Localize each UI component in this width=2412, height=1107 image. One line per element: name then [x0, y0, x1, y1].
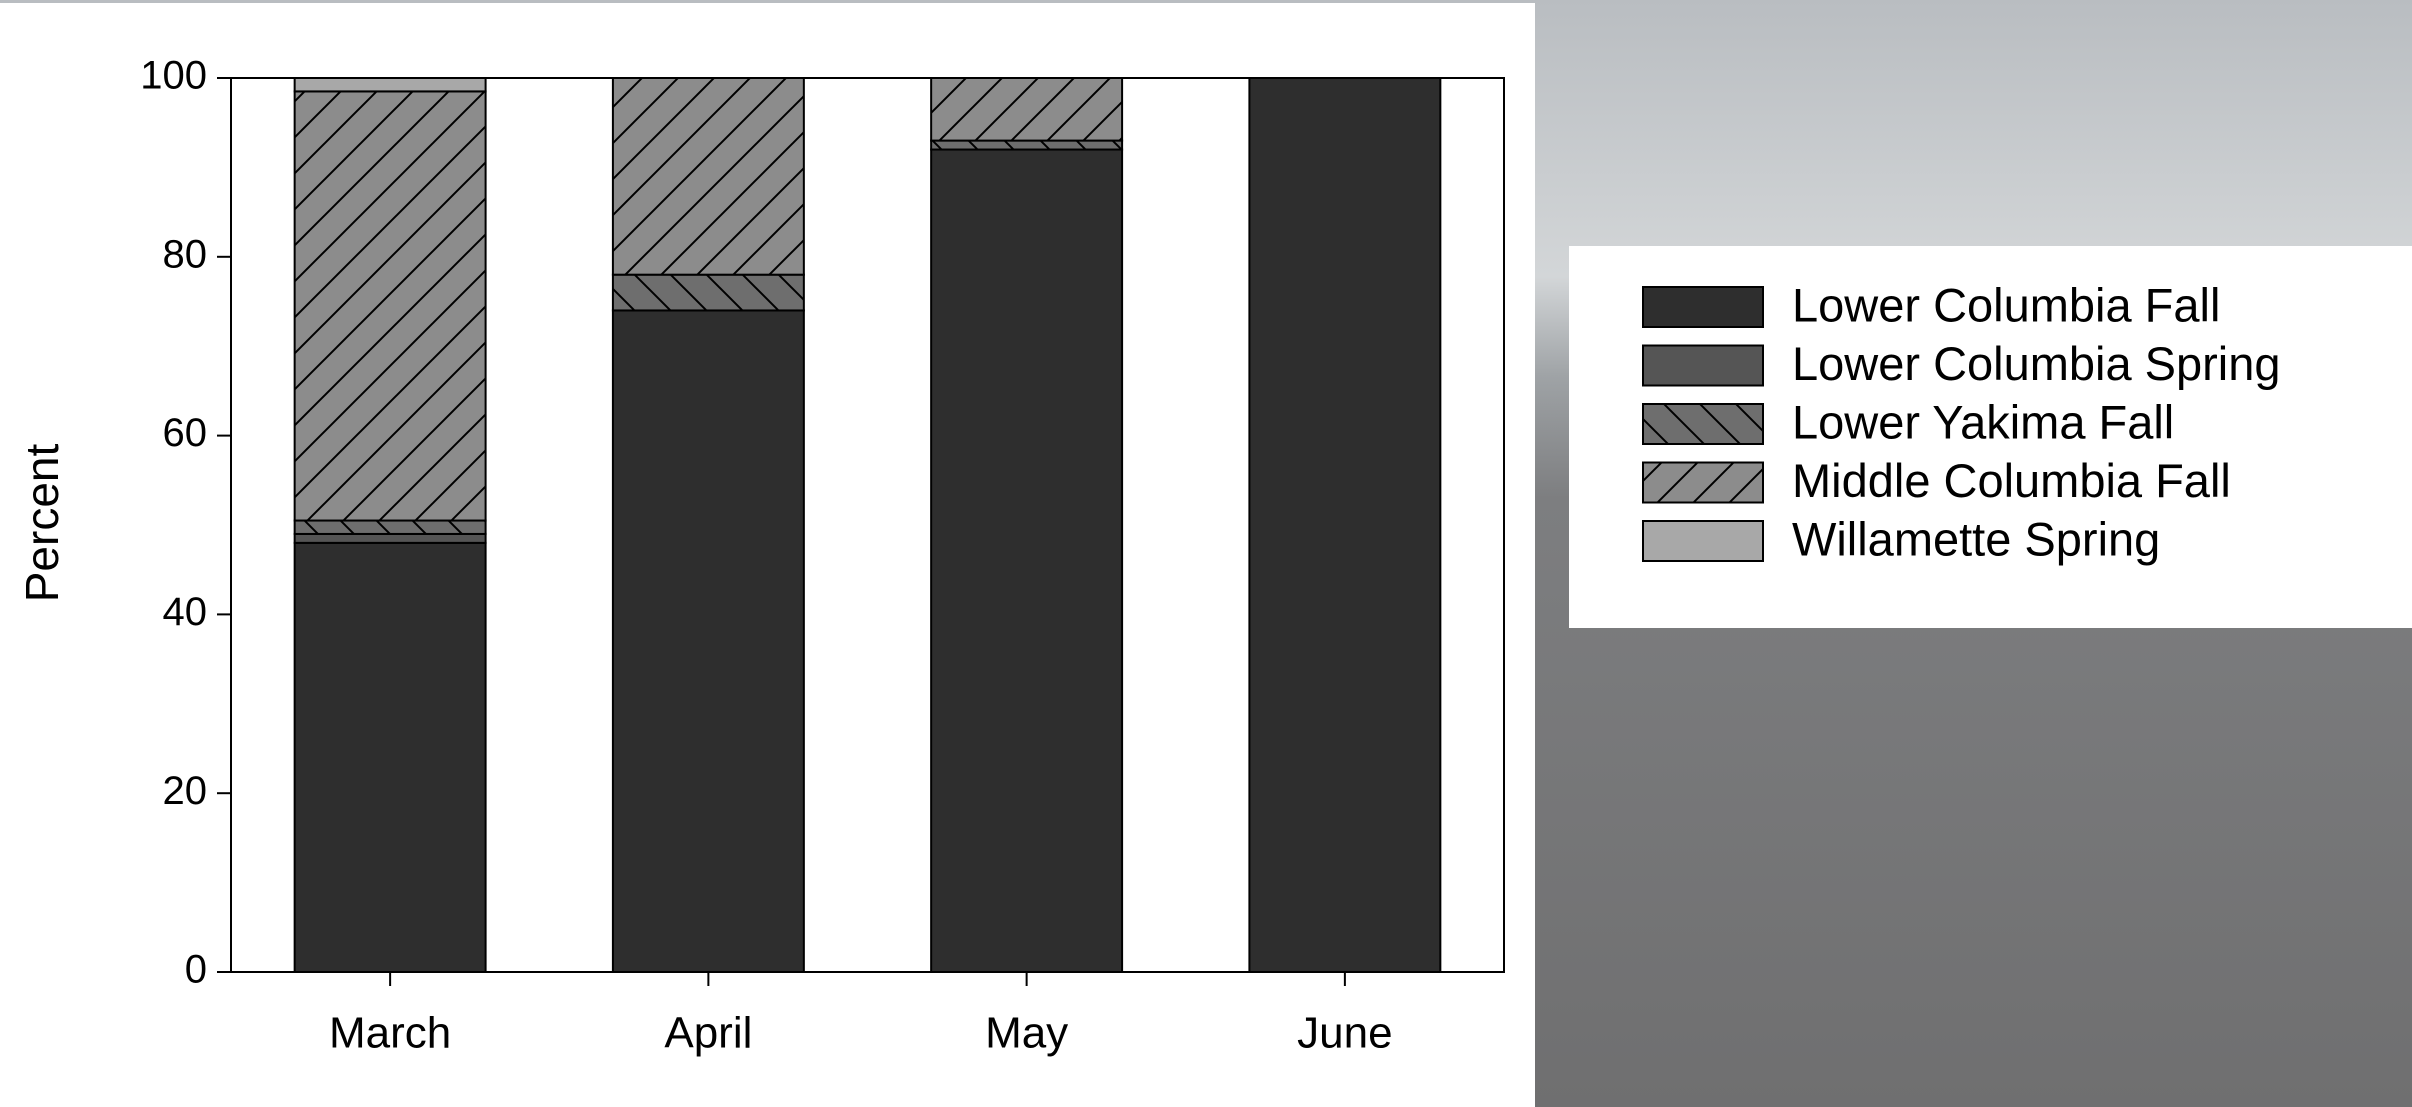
bar-segment: [293, 77, 487, 93]
bar-segment: [293, 90, 487, 522]
x-tick-label: June: [1297, 1009, 1392, 1058]
bar-segment: [611, 273, 805, 312]
legend-swatch: [1642, 520, 1764, 562]
y-tick-label: 100: [140, 54, 207, 98]
y-axis-label: Percent: [16, 444, 68, 603]
y-tick-label: 80: [163, 232, 208, 276]
legend-label: Lower Columbia Fall: [1792, 278, 2220, 331]
bar-segment: [930, 139, 1124, 151]
x-tick-label: May: [985, 1009, 1068, 1058]
plot-frame: [230, 77, 1505, 973]
bar-segment: [611, 309, 805, 973]
legend-label: Lower Columbia Spring: [1792, 337, 2281, 390]
y-tick-label: 60: [163, 411, 208, 455]
bar-segment: [1248, 77, 1442, 973]
legend-swatch: [1642, 286, 1764, 328]
bar-segment: [293, 532, 487, 544]
legend-label: Middle Columbia Fall: [1792, 454, 2231, 507]
y-tick-label: 20: [163, 769, 208, 813]
legend-label: Lower Yakima Fall: [1792, 395, 2174, 448]
legend-swatch: [1642, 461, 1764, 504]
y-tick-label: 40: [163, 590, 208, 634]
x-tick-label: April: [664, 1009, 752, 1058]
bar-segment: [930, 148, 1124, 973]
y-tick-label: 0: [185, 948, 207, 992]
legend-label: Willamette Spring: [1792, 512, 2160, 565]
legend-swatch: [1642, 344, 1764, 387]
bar-segment: [293, 541, 487, 973]
chart-layer: 0 20 40 60 80 100 March April May June Lower Colum…: [140, 54, 2412, 1058]
x-tick-label: March: [329, 1009, 451, 1058]
bar-segment: [611, 77, 805, 276]
bar-segment: [930, 77, 1124, 142]
legend-swatch: [1642, 403, 1764, 445]
bar-segment: [293, 519, 487, 535]
